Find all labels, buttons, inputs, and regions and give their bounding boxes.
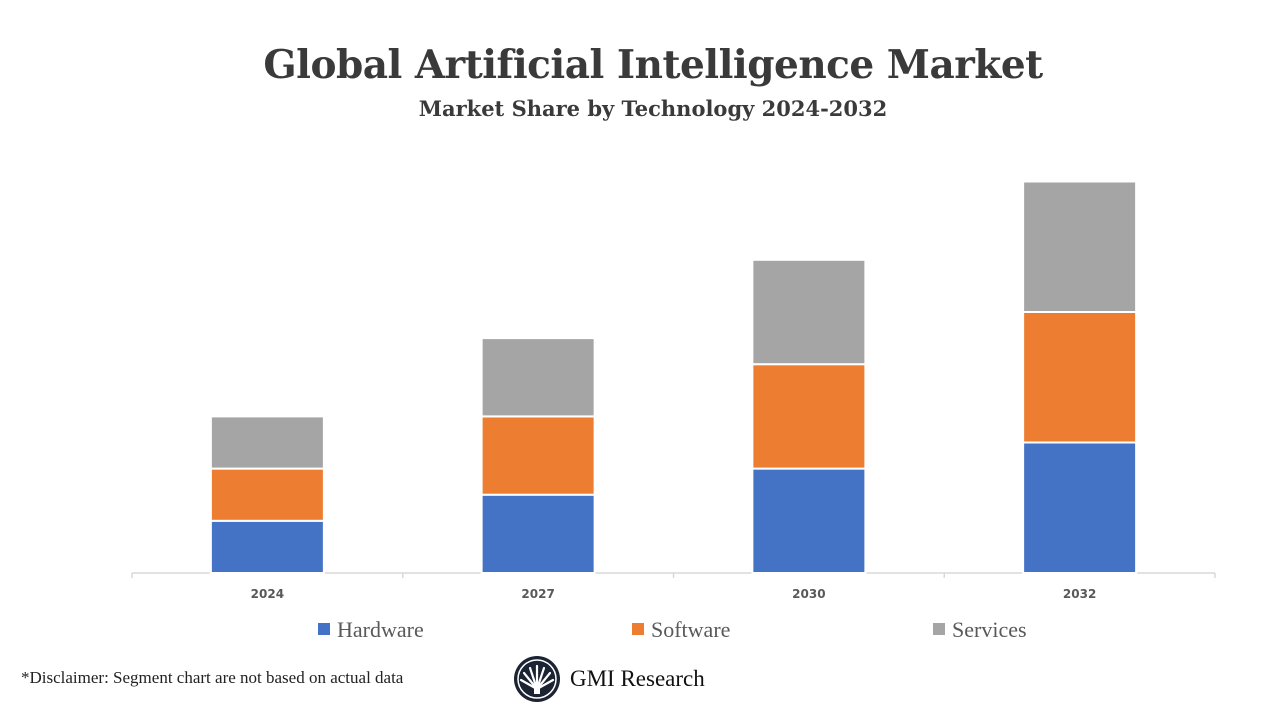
x-tick-label: 2027 — [521, 587, 554, 601]
bar-software-2027 — [480, 415, 596, 496]
legend-swatch-services — [933, 623, 945, 635]
chart-subtitle: Market Share by Technology 2024-2032 — [418, 96, 888, 121]
x-tick-label: 2024 — [251, 587, 284, 601]
disclaimer: *Disclaimer: Segment chart are not based… — [21, 668, 404, 687]
legend-label-hardware: Hardware — [337, 617, 424, 642]
bar-hardware-2032 — [1022, 441, 1138, 574]
gmi-research-logo: GMI Research — [513, 655, 705, 703]
legend-label-software: Software — [651, 617, 730, 642]
bar-services-2030 — [751, 258, 867, 366]
bar-software-2032 — [1022, 311, 1138, 444]
legend-swatch-software — [632, 623, 644, 635]
bar-services-2024 — [209, 415, 325, 470]
bar-services-2032 — [1022, 180, 1138, 313]
bar-services-2027 — [480, 337, 596, 418]
bar-software-2024 — [209, 467, 325, 522]
chart-title: Global Artificial Intelligence Market — [263, 42, 1043, 88]
bar-software-2030 — [751, 363, 867, 470]
bar-hardware-2030 — [751, 467, 867, 575]
fan-logo-icon — [514, 656, 560, 702]
brand-name: GMI Research — [570, 666, 705, 691]
x-tick-label: 2032 — [1063, 587, 1096, 601]
bar-hardware-2024 — [209, 519, 325, 574]
legend-swatch-hardware — [318, 623, 330, 635]
bar-hardware-2027 — [480, 493, 596, 575]
x-tick-label: 2030 — [792, 587, 825, 601]
legend-label-services: Services — [952, 617, 1027, 642]
